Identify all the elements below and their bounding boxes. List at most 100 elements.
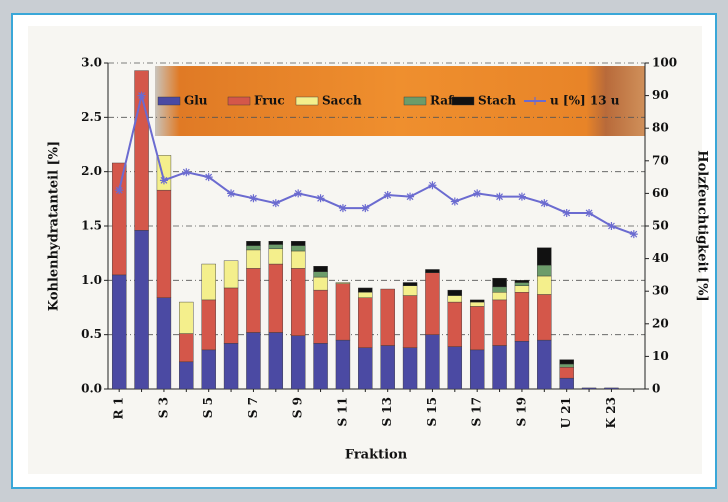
x-tick-label: S 3 (156, 397, 170, 418)
legend-swatch (451, 96, 475, 106)
moisture-line (118, 95, 635, 236)
bar-segment (223, 287, 239, 344)
bar-segment (313, 289, 328, 344)
bar-segment (492, 286, 507, 293)
bar-segment (268, 244, 284, 250)
bar-segment (335, 283, 351, 341)
legend-label: Raf (430, 94, 454, 108)
bar-segment (179, 333, 194, 363)
bar-segment (492, 292, 507, 301)
moisture-marker (428, 181, 437, 190)
bar-segment (246, 241, 261, 246)
y-tick-label: 0.5 (81, 327, 102, 341)
legend-swatch (157, 96, 181, 106)
y-tick-label: 0.0 (81, 382, 102, 396)
x-tick-label: U 21 (559, 397, 573, 428)
bar-segment (335, 339, 351, 390)
bar-segment (559, 363, 574, 368)
bar-segment (537, 264, 552, 277)
bar-segment (492, 277, 507, 288)
bar-segment (581, 387, 597, 390)
legend-label: Stach (478, 94, 516, 108)
bar-segment (559, 377, 574, 390)
legend-marker (531, 97, 539, 105)
moisture-marker (585, 208, 594, 217)
y2-tick-label: 90 (652, 88, 669, 102)
bar-segment (425, 272, 440, 335)
bar-segment (537, 275, 552, 295)
bar-segment (179, 301, 194, 334)
bar-segment (425, 269, 440, 273)
moisture-marker (607, 222, 616, 230)
bar-segment (111, 162, 127, 276)
y2-tick-label: 0 (652, 382, 660, 396)
y2-tick-label: 40 (652, 251, 669, 265)
moisture-marker (338, 204, 347, 213)
moisture-marker (294, 189, 303, 198)
bar-segment (447, 301, 463, 347)
bar-segment (201, 299, 216, 351)
x-tick-label: R 1 (112, 397, 126, 420)
moisture-marker (316, 194, 325, 203)
bar-segment (156, 189, 172, 298)
moisture-marker (137, 91, 146, 100)
bar-segment (380, 288, 395, 346)
x-tick-label: S 19 (514, 397, 528, 427)
bar-segment (402, 347, 418, 390)
y2-tick-label: 60 (652, 186, 669, 200)
moisture-marker (115, 186, 124, 195)
y-tick-label: 1.0 (81, 273, 102, 287)
y2-tick-label: 10 (652, 349, 669, 363)
x-axis-label: Fraktion (345, 448, 408, 463)
bar-segment (537, 247, 552, 266)
bar-segment (447, 289, 463, 296)
bar-segment (246, 245, 261, 251)
y2-tick-label: 20 (652, 316, 669, 330)
bar-segment (313, 343, 328, 390)
x-tick-label: S 13 (380, 397, 394, 427)
bar-segment (156, 297, 172, 390)
bar-segment (559, 367, 574, 379)
bar-segment (469, 306, 485, 351)
bar-segment (358, 292, 373, 298)
bar-segment (290, 250, 306, 269)
bar-segment (402, 285, 418, 296)
moisture-marker (517, 192, 526, 201)
bar-segment (380, 345, 395, 390)
legend-label: Fruc (254, 94, 285, 108)
bar-segment (290, 241, 306, 246)
y-tick-label: 3.0 (81, 56, 102, 70)
x-tick-label: S 11 (335, 397, 349, 427)
bar-segment (492, 299, 507, 346)
bar-segment (290, 268, 306, 336)
bar-segment (514, 285, 530, 293)
bar-segment (537, 294, 552, 341)
bar-segment (268, 263, 284, 333)
moisture-marker (227, 189, 236, 198)
bar-segment (447, 295, 463, 303)
bar-segment (425, 334, 440, 390)
bar-segment (246, 249, 261, 269)
bar-segment (469, 301, 485, 307)
bar-segment (179, 361, 194, 390)
x-tick-label: S 9 (291, 397, 305, 418)
x-tick-label: K 23 (604, 397, 618, 428)
bar-segment (604, 387, 619, 390)
moisture-marker (361, 204, 370, 213)
legend-swatch (295, 96, 319, 106)
legend-swatch (227, 96, 251, 106)
moisture-marker (473, 189, 482, 198)
bar-segment (313, 276, 328, 291)
bar-segment (201, 263, 216, 301)
x-tick-label: S 5 (201, 397, 215, 418)
y-tick-label: 2.5 (81, 110, 102, 124)
bar-segment (313, 271, 328, 278)
bar-segment (313, 266, 328, 272)
bar-segment (358, 347, 373, 390)
y2-tick-label: 30 (652, 284, 669, 298)
bar-segment (358, 287, 373, 293)
legend-label: Glu (184, 94, 208, 108)
bar-segment (223, 260, 239, 289)
